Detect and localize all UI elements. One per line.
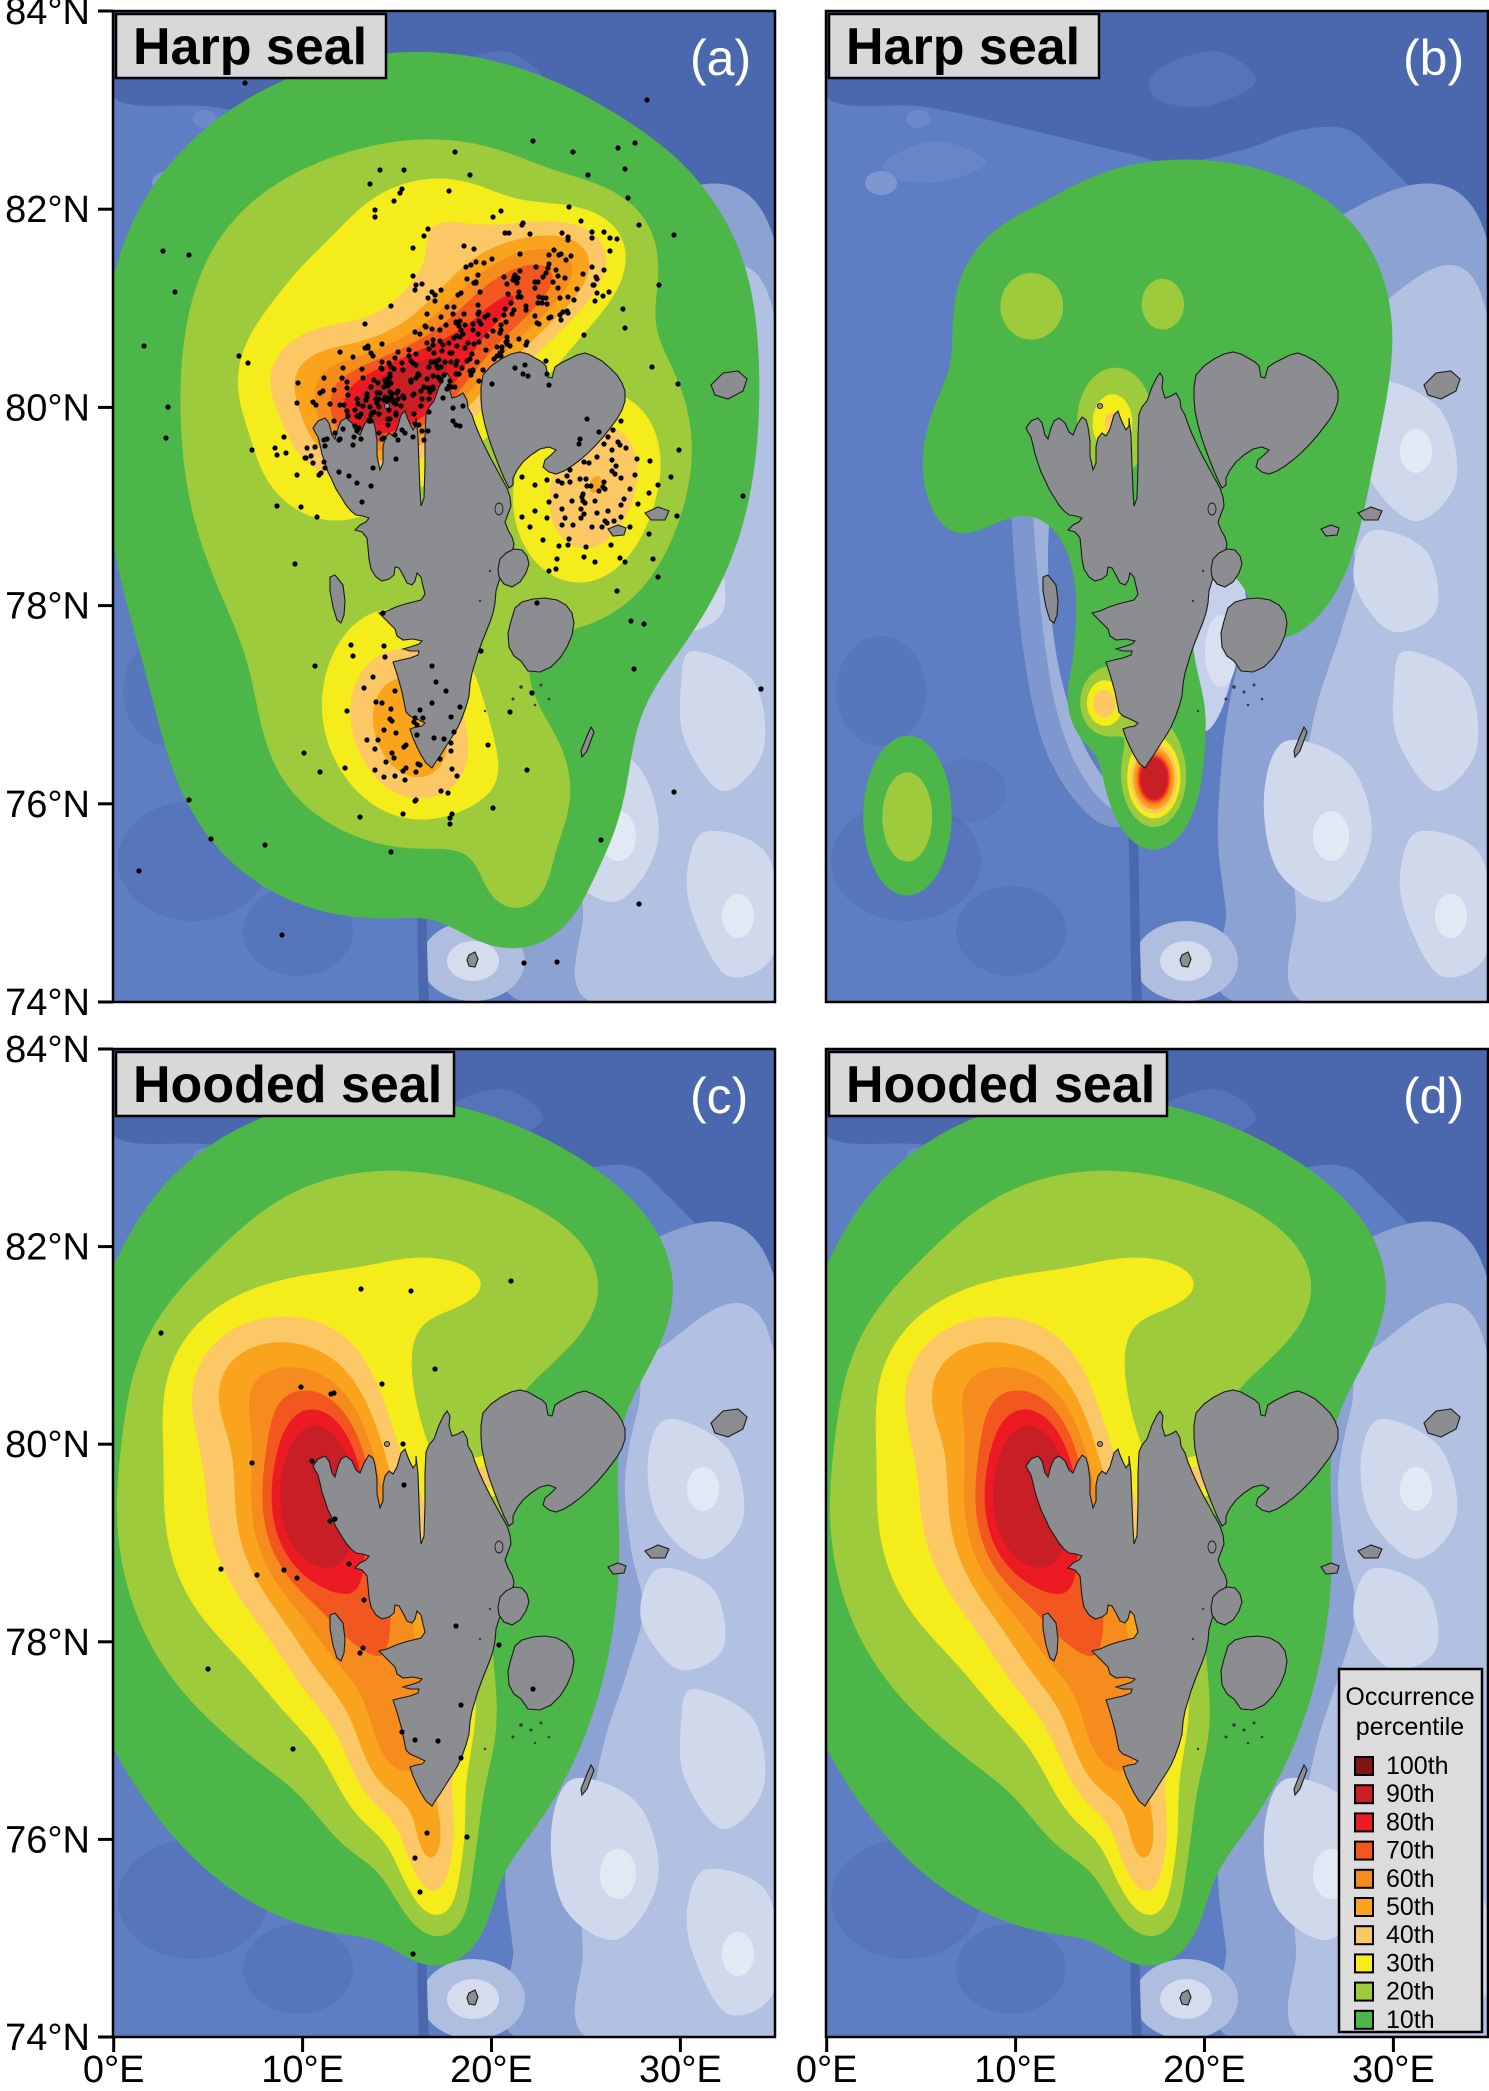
svg-text:10th: 10th [1386, 2006, 1435, 2034]
svg-text:30°E: 30°E [1352, 2049, 1435, 2086]
svg-text:Harp seal: Harp seal [846, 18, 1080, 76]
svg-text:84°N: 84°N [5, 0, 90, 33]
svg-text:40th: 40th [1386, 1921, 1435, 1949]
svg-text:78°N: 78°N [5, 1622, 90, 1664]
svg-text:60th: 60th [1386, 1865, 1435, 1893]
svg-text:82°N: 82°N [5, 1227, 90, 1269]
svg-text:percentile: percentile [1356, 1713, 1464, 1741]
svg-text:76°N: 76°N [5, 1819, 90, 1861]
svg-text:Harp seal: Harp seal [133, 18, 367, 76]
svg-text:100th: 100th [1386, 1752, 1449, 1780]
svg-text:20th: 20th [1386, 1978, 1435, 2006]
svg-text:Hooded seal: Hooded seal [133, 1056, 442, 1114]
svg-text:82°N: 82°N [5, 189, 90, 231]
svg-text:10°E: 10°E [261, 2049, 344, 2086]
svg-text:0°E: 0°E [83, 2049, 145, 2086]
svg-text:78°N: 78°N [5, 586, 90, 628]
svg-text:20°E: 20°E [450, 2049, 533, 2086]
svg-text:76°N: 76°N [5, 784, 90, 826]
svg-text:(c): (c) [690, 1068, 748, 1124]
svg-text:84°N: 84°N [5, 1029, 90, 1071]
svg-text:20°E: 20°E [1163, 2049, 1246, 2086]
svg-text:74°N: 74°N [5, 982, 90, 1024]
svg-text:50th: 50th [1386, 1893, 1435, 1921]
svg-text:90th: 90th [1386, 1780, 1435, 1808]
svg-text:Occurrence: Occurrence [1345, 1683, 1474, 1711]
svg-text:0°E: 0°E [796, 2049, 858, 2086]
svg-text:80°N: 80°N [5, 387, 90, 429]
svg-text:(a): (a) [690, 30, 751, 86]
svg-text:80°N: 80°N [5, 1424, 90, 1466]
svg-text:74°N: 74°N [5, 2017, 90, 2059]
svg-text:(d): (d) [1403, 1068, 1464, 1124]
svg-text:(b): (b) [1403, 30, 1464, 86]
svg-text:10°E: 10°E [974, 2049, 1057, 2086]
svg-text:Hooded seal: Hooded seal [846, 1056, 1155, 1114]
svg-text:30°E: 30°E [639, 2049, 722, 2086]
svg-text:70th: 70th [1386, 1837, 1435, 1865]
svg-text:80th: 80th [1386, 1808, 1435, 1836]
svg-text:30th: 30th [1386, 1949, 1435, 1977]
